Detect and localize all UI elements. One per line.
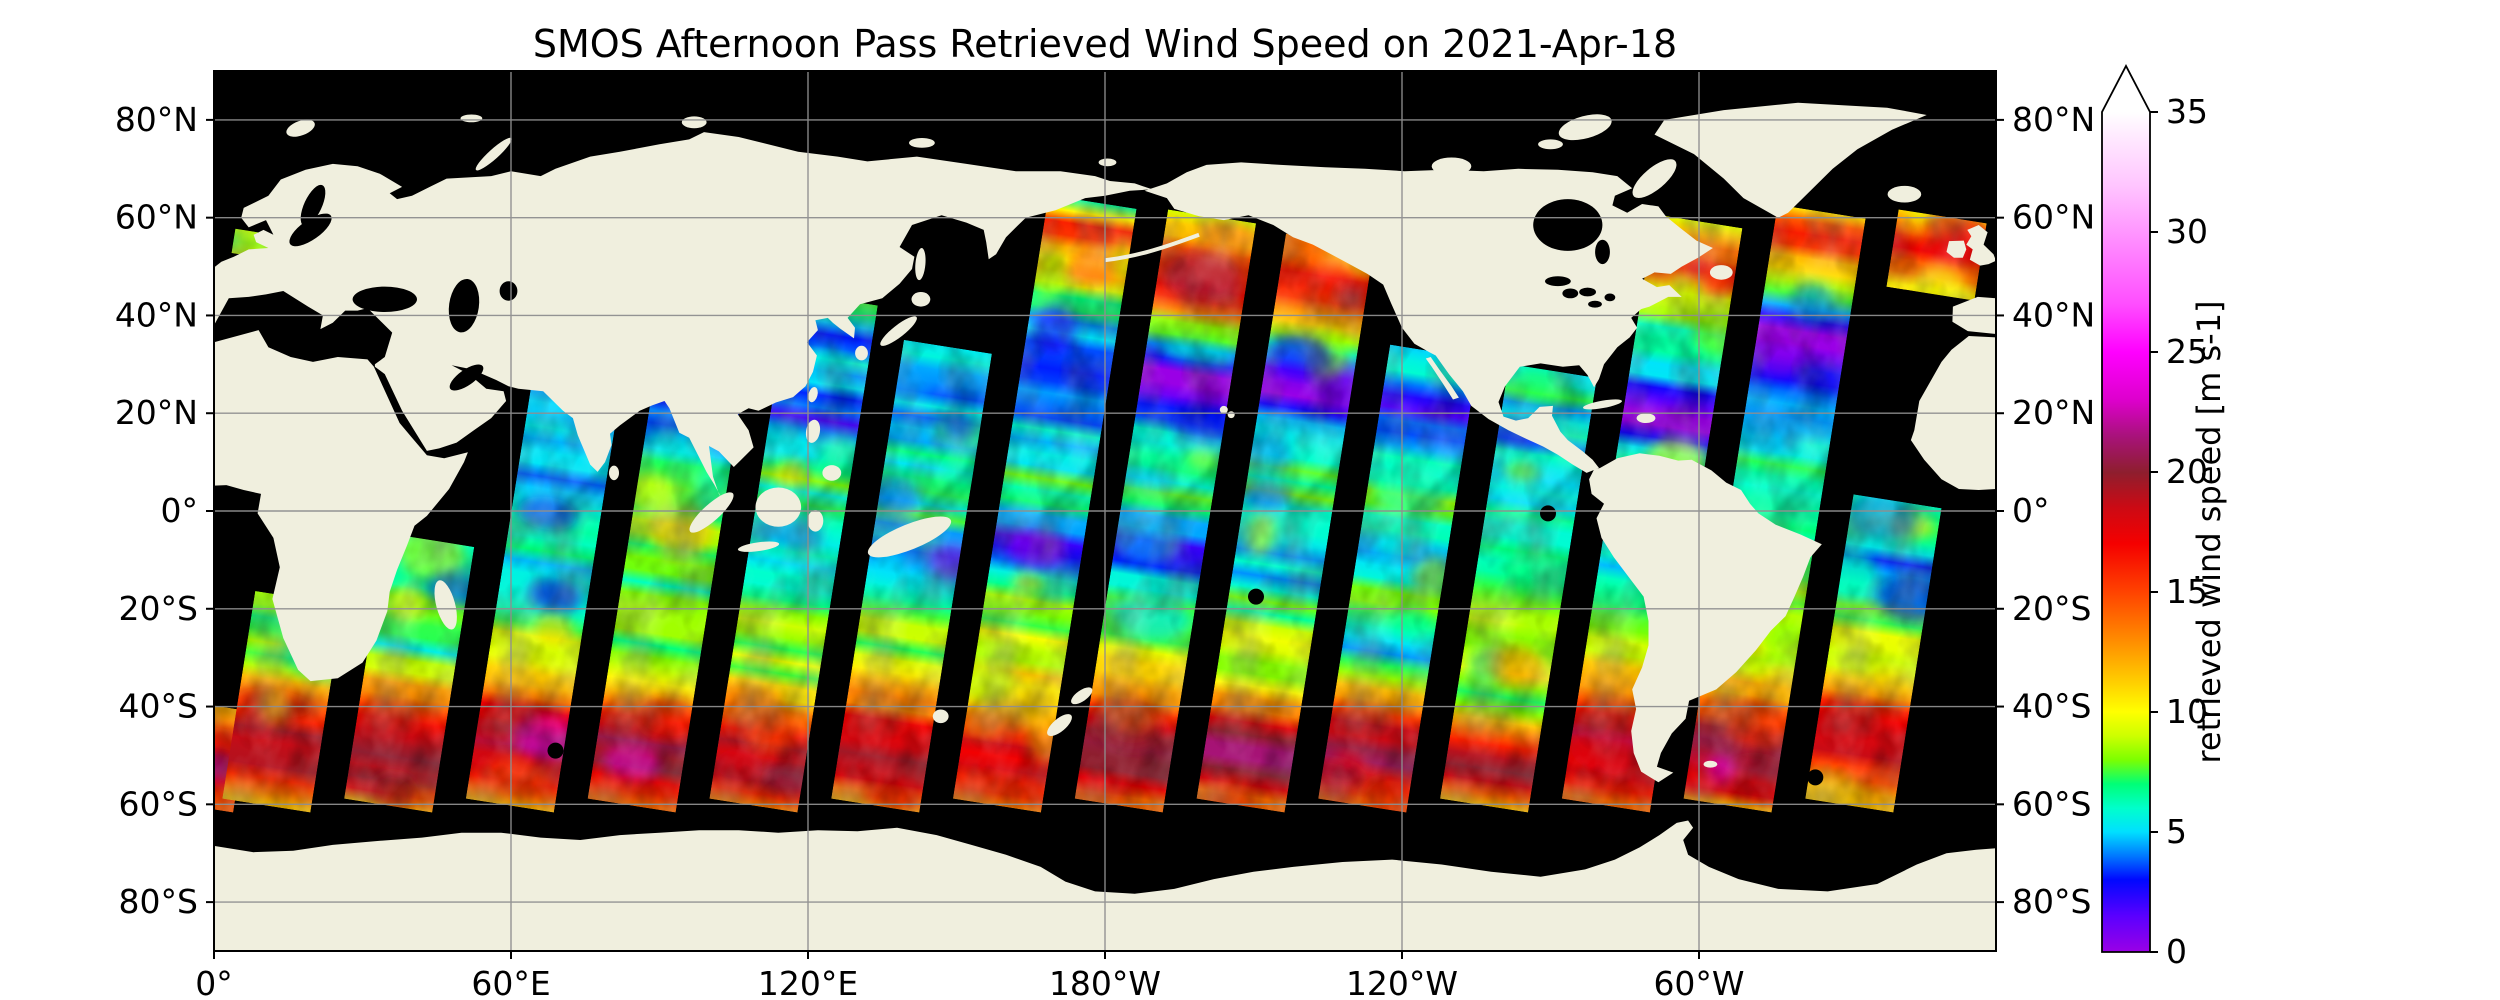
y-tick-label-left: 20°N <box>115 393 198 432</box>
y-tick-label-right: 80°S <box>2012 882 2091 921</box>
y-tick-label-right: 80°N <box>2012 100 2095 139</box>
colorbar-tick-label: 5 <box>2166 812 2187 851</box>
map-plot: 80°N 80°N 60°N 60°N 40°N 40°N 20°N 20°N 0° 0° 20°S… <box>115 70 2095 1000</box>
x-tick-label: 60°E <box>471 964 550 1000</box>
swath <box>1886 209 1987 301</box>
colorbar-tick-label: 30 <box>2166 212 2208 251</box>
swath <box>1440 363 1597 813</box>
colorbar-tick-label: 0 <box>2166 932 2187 971</box>
y-tick-label-right: 20°S <box>2012 589 2091 628</box>
colorbar: 0 5 10 15 20 25 30 35 <box>2101 64 2208 971</box>
y-tick-label-right: 40°S <box>2012 687 2091 726</box>
x-tick-label: 60°W <box>1653 964 1744 1000</box>
y-tick-label-left: 80°N <box>115 100 198 139</box>
y-tick-label-left: 20°S <box>119 589 198 628</box>
axes: 80°N 80°N 60°N 60°N 40°N 40°N 20°N 20°N 0° 0° 20°S… <box>115 100 2095 1000</box>
x-tick-label: 180°W <box>1049 964 1161 1000</box>
swath <box>587 397 740 813</box>
y-tick-label-left: 40°S <box>119 687 198 726</box>
y-tick-label-left: 0° <box>161 491 199 530</box>
y-tick-label-right: 40°N <box>2012 295 2095 334</box>
y-tick-label-right: 20°N <box>2012 393 2095 432</box>
grid-layer <box>214 71 1996 951</box>
y-tick-label-right: 60°S <box>2012 784 2091 823</box>
y-tick-label-right: 60°N <box>2012 198 2095 237</box>
colorbar-tick-label: 15 <box>2166 572 2208 611</box>
colorbar-gradient <box>2102 112 2150 952</box>
y-tick-label-right: 0° <box>2012 491 2050 530</box>
colorbar-label: retrieved wind speed [m s-1] <box>2190 300 2228 763</box>
x-tick-label: 120°E <box>758 964 858 1000</box>
colorbar-tick-label: 35 <box>2166 92 2208 131</box>
figure-title: SMOS Afternoon Pass Retrieved Wind Speed… <box>533 22 1677 66</box>
land-layer <box>214 102 1996 951</box>
y-tick-label-left: 40°N <box>115 295 198 334</box>
colorbar-extend-arrow <box>2102 66 2150 112</box>
colorbar-tick-label: 10 <box>2166 692 2208 731</box>
x-tick-label: 120°W <box>1346 964 1458 1000</box>
y-tick-label-left: 60°S <box>119 784 198 823</box>
colorbar-tick-label: 25 <box>2166 332 2208 371</box>
colorbar-tick-label: 20 <box>2166 452 2208 491</box>
y-tick-label-left: 60°N <box>115 198 198 237</box>
y-tick-label-left: 80°S <box>119 882 198 921</box>
swath <box>1318 344 1479 813</box>
x-tick-label: 0° <box>195 964 233 1000</box>
